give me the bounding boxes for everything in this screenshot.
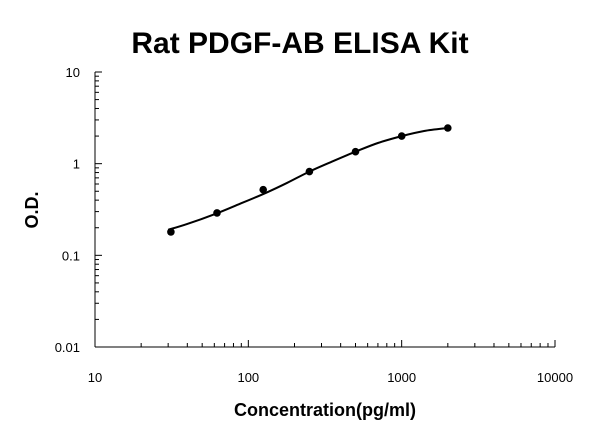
y-tick-label: 1	[73, 157, 80, 172]
x-tick-label: 1000	[387, 370, 416, 385]
y-axis-label: O.D.	[22, 191, 42, 228]
tick-marks	[94, 71, 556, 348]
data-point	[351, 147, 360, 156]
data-points	[167, 124, 452, 236]
data-point	[167, 228, 175, 236]
y-tick-label: 10	[66, 65, 80, 80]
axes	[94, 72, 555, 348]
x-tick-label: 100	[237, 370, 259, 385]
x-tick-label: 10000	[537, 370, 573, 385]
data-point	[444, 124, 452, 132]
y-tick-label: 0.1	[62, 248, 80, 263]
x-tick-label: 10	[88, 370, 102, 385]
x-axis-label: Concentration(pg/ml)	[234, 400, 416, 420]
data-point	[213, 209, 221, 217]
data-point	[259, 185, 268, 194]
chart-title: Rat PDGF-AB ELISA Kit	[131, 27, 468, 60]
data-point	[305, 167, 314, 176]
y-tick-label: 0.01	[55, 340, 80, 355]
tick-labels: 0.01 0.1 1 10 10 100 1000 10000	[55, 65, 573, 385]
data-point	[397, 132, 406, 140]
